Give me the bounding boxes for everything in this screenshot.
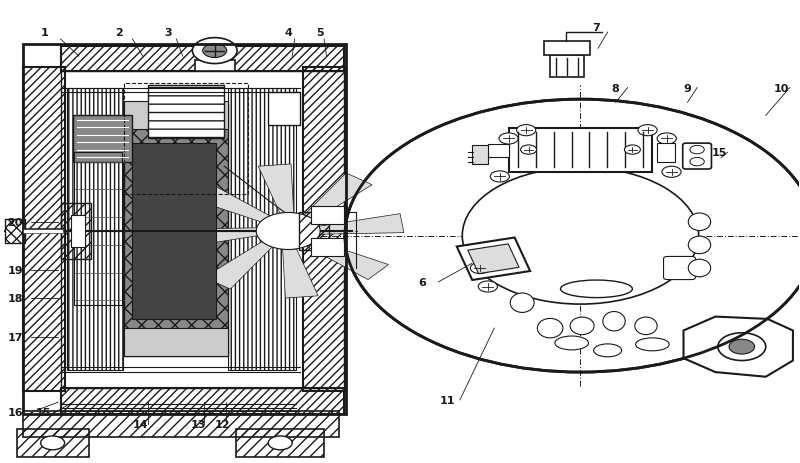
Text: 8: 8 [612,83,619,94]
Circle shape [499,134,518,145]
Ellipse shape [634,317,657,335]
Circle shape [690,146,704,154]
Ellipse shape [603,312,626,331]
Polygon shape [173,228,258,249]
Text: 2: 2 [115,28,122,38]
FancyBboxPatch shape [5,220,25,243]
Ellipse shape [688,213,710,231]
Ellipse shape [538,319,563,338]
FancyBboxPatch shape [509,129,652,172]
FancyBboxPatch shape [133,144,216,319]
Polygon shape [204,242,272,289]
Polygon shape [683,317,793,377]
Ellipse shape [561,281,632,298]
Text: 4: 4 [284,28,292,38]
Circle shape [625,146,640,155]
Text: 13: 13 [191,419,206,430]
Ellipse shape [510,294,534,313]
FancyBboxPatch shape [472,146,488,164]
Circle shape [638,125,657,137]
FancyBboxPatch shape [657,144,674,162]
Text: 20: 20 [7,217,22,227]
FancyBboxPatch shape [73,116,133,162]
Polygon shape [304,174,372,221]
FancyBboxPatch shape [149,86,224,139]
Polygon shape [457,238,530,281]
Circle shape [256,213,320,250]
FancyBboxPatch shape [61,72,344,388]
FancyBboxPatch shape [125,328,228,356]
Ellipse shape [688,237,710,254]
Circle shape [690,158,704,166]
FancyBboxPatch shape [268,93,300,125]
Polygon shape [258,164,294,213]
FancyBboxPatch shape [71,215,86,248]
FancyBboxPatch shape [488,145,509,157]
Circle shape [657,134,676,145]
Circle shape [521,146,537,155]
Text: 6: 6 [418,277,426,287]
Circle shape [517,125,536,137]
FancyBboxPatch shape [544,42,590,56]
Circle shape [41,436,65,450]
FancyBboxPatch shape [310,206,344,225]
FancyBboxPatch shape [194,61,234,72]
FancyBboxPatch shape [310,238,344,257]
Text: 11: 11 [440,395,456,405]
Text: 15: 15 [35,407,50,418]
Text: 7: 7 [592,24,599,33]
Text: 15: 15 [712,148,727,158]
Text: 5: 5 [316,28,324,38]
Polygon shape [282,250,318,299]
FancyBboxPatch shape [125,105,228,356]
Circle shape [345,100,800,372]
Circle shape [662,167,681,178]
FancyBboxPatch shape [663,257,695,280]
Ellipse shape [635,338,669,351]
Ellipse shape [594,344,622,357]
Circle shape [718,333,766,361]
Circle shape [490,171,510,182]
Circle shape [462,168,698,305]
Polygon shape [188,183,270,222]
Polygon shape [468,244,519,274]
Ellipse shape [570,317,594,335]
Circle shape [729,339,754,354]
FancyBboxPatch shape [125,102,228,130]
Polygon shape [306,241,389,280]
Text: 12: 12 [215,419,230,430]
Text: 14: 14 [133,419,148,430]
Circle shape [268,436,292,450]
Text: 9: 9 [683,83,691,94]
Ellipse shape [555,336,589,350]
Text: 19: 19 [7,266,23,276]
Text: 1: 1 [41,28,49,38]
Text: 17: 17 [7,333,23,343]
Circle shape [478,282,498,293]
FancyBboxPatch shape [550,56,584,78]
Ellipse shape [688,260,710,277]
Circle shape [192,38,237,64]
FancyBboxPatch shape [682,144,711,169]
Text: 16: 16 [7,407,23,418]
Text: 10: 10 [774,83,790,94]
Circle shape [470,263,490,274]
Text: 18: 18 [7,294,23,303]
Polygon shape [319,214,404,235]
Text: 3: 3 [165,28,172,38]
Circle shape [202,44,226,58]
